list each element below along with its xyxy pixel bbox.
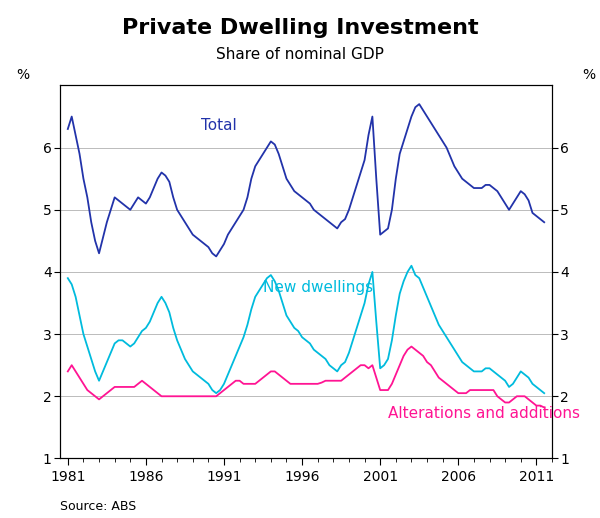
Text: Total: Total	[200, 119, 236, 133]
Text: Private Dwelling Investment: Private Dwelling Investment	[122, 18, 478, 38]
Text: %: %	[17, 68, 29, 82]
Text: %: %	[583, 68, 595, 82]
Text: Share of nominal GDP: Share of nominal GDP	[216, 47, 384, 62]
Text: New dwellings: New dwellings	[263, 280, 373, 295]
Text: Alterations and additions: Alterations and additions	[388, 406, 580, 421]
Text: Source: ABS: Source: ABS	[60, 500, 136, 513]
